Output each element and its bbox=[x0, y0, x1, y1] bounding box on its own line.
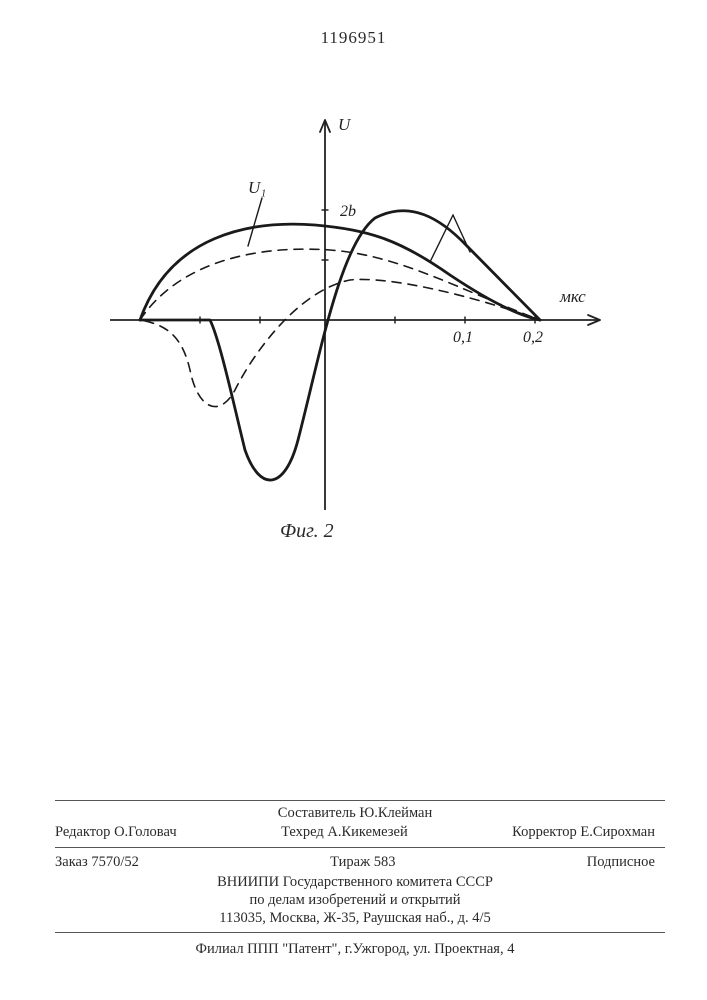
tehred-label: Техред bbox=[281, 824, 324, 840]
circulation-label: Тираж bbox=[330, 854, 370, 870]
compiler-row: Составитель Ю.Клейман bbox=[55, 804, 655, 824]
editor-label: Редактор bbox=[55, 824, 110, 840]
svg-text:0,2: 0,2 bbox=[523, 329, 543, 346]
credits-row: Редактор О.Головач Техред А.Кикемезей Ко… bbox=[55, 823, 655, 843]
subscription: Подписное bbox=[587, 853, 655, 873]
figure-caption: Фиг. 2 bbox=[280, 520, 334, 543]
order-value: 7570/52 bbox=[91, 854, 139, 870]
rule-1 bbox=[55, 800, 665, 801]
org-line1: ВНИИПИ Государственного комитета СССР bbox=[55, 873, 655, 893]
svg-text:мкс: мкс bbox=[559, 287, 586, 306]
svg-text:0,1: 0,1 bbox=[453, 329, 473, 346]
figure-2-chart: U 2b мкс U₁ 0,1 0,2 bbox=[70, 90, 630, 570]
chart-svg: U 2b мкс U₁ 0,1 0,2 bbox=[70, 90, 630, 570]
org-address: 113035, Москва, Ж-35, Раушская наб., д. … bbox=[55, 909, 655, 929]
document-number: 1196951 bbox=[0, 28, 707, 48]
page: 1196951 U 2b мкс U₁ 0,1 0,2 Фиг. 2 Составител… bbox=[0, 0, 707, 1000]
curves-group bbox=[140, 198, 540, 480]
order-row: Заказ 7570/52 Тираж 583 Подписное bbox=[55, 853, 655, 873]
rule-2 bbox=[55, 847, 665, 848]
order-label: Заказ bbox=[55, 854, 88, 870]
tehred-name: А.Кикемезей bbox=[327, 824, 407, 840]
svg-text:2b: 2b bbox=[340, 203, 356, 220]
org-line2: по делам изобретений и открытий bbox=[55, 891, 655, 911]
branch: Филиал ППП "Патент", г.Ужгород, ул. Прое… bbox=[55, 940, 655, 960]
compiler-label: Составитель bbox=[278, 805, 356, 821]
corrector-name: Е.Сирохман bbox=[580, 824, 655, 840]
svg-text:U: U bbox=[338, 115, 352, 134]
labels-group: U 2b мкс U₁ 0,1 0,2 bbox=[248, 115, 586, 346]
circulation-value: 583 bbox=[374, 854, 396, 870]
editor-name: О.Головач bbox=[114, 824, 177, 840]
corrector-label: Корректор bbox=[512, 824, 577, 840]
rule-3 bbox=[55, 932, 665, 933]
compiler-name: Ю.Клейман bbox=[359, 805, 432, 821]
svg-text:U₁: U₁ bbox=[248, 178, 266, 197]
